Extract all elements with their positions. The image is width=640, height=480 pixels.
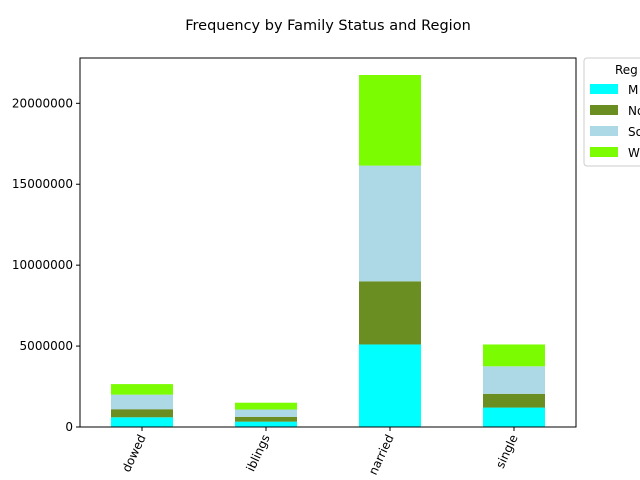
legend-label-west: W [628,146,640,160]
legend: Reg M No So W [583,57,640,167]
y-tick-label: 20000000 [12,96,73,110]
chart-title: Frequency by Family Status and Region [185,18,471,34]
bar-with-siblings-west [235,402,297,410]
bar-with-siblings-northeast [235,416,297,422]
legend-swatch-south [590,126,618,136]
bar-with-siblings-south [235,409,297,417]
legend-title: Reg [615,63,638,77]
legend-swatch-northeast [590,105,618,115]
x-tick-label: single [493,432,521,470]
bar-widowed-midwest [111,417,173,427]
legend-swatch-west [590,147,618,157]
x-tick-label: iblings [244,432,273,473]
bar-widowed-south [111,394,173,410]
x-tick-label: narried [366,432,397,477]
y-tick-label: 5000000 [20,339,73,353]
plot-frame [79,57,577,428]
bar-single-west [483,344,545,367]
bar-married-west [359,74,421,166]
bar-married-northeast [359,281,421,345]
bar-single-south [483,366,545,394]
x-tick-label: dowed [119,432,149,474]
legend-label-south: So [628,125,640,139]
bar-single-northeast [483,393,545,408]
y-tick-label: 10000000 [12,258,73,272]
bar-married-midwest [359,344,421,427]
bar-widowed-west [111,384,173,395]
legend-swatch-midwest [590,84,618,94]
bar-widowed-northeast [111,409,173,418]
legend-label-northeast: No [628,104,640,118]
y-tick-label: 15000000 [12,177,73,191]
bars-layer [111,74,545,427]
y-tick-label: 0 [65,420,73,434]
bar-single-midwest [483,407,545,427]
bar-with-siblings-midwest [235,421,297,427]
legend-label-midwest: M [628,83,638,97]
bar-married-south [359,165,421,282]
